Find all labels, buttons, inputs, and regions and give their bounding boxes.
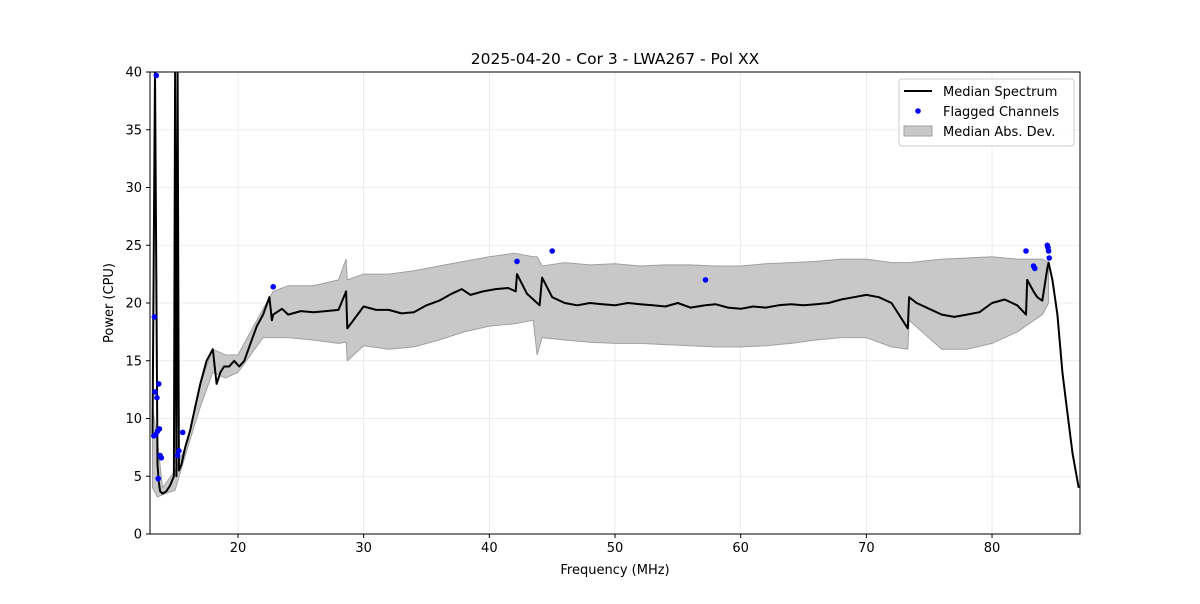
flagged-channel-point bbox=[1032, 265, 1038, 272]
flagged-channel-point bbox=[176, 448, 182, 454]
y-axis-label: Power (CPU) bbox=[102, 263, 117, 343]
x-tick-label: 60 bbox=[732, 541, 749, 556]
y-tick-label: 10 bbox=[125, 412, 142, 427]
flagged-channel-point bbox=[270, 284, 277, 290]
flagged-channel-point bbox=[1023, 248, 1029, 254]
flagged-channel-point bbox=[1045, 248, 1052, 254]
legend-marker-swatch bbox=[915, 108, 921, 114]
y-tick-label: 0 bbox=[134, 528, 142, 543]
flagged-channel-point bbox=[151, 314, 158, 320]
legend-label-mad: Median Abs. Dev. bbox=[943, 125, 1055, 140]
flagged-channel-point bbox=[152, 389, 158, 395]
flagged-channel-point bbox=[153, 72, 160, 79]
flagged-channel-point bbox=[514, 258, 520, 265]
x-tick-label: 20 bbox=[230, 541, 247, 556]
flagged-channel-point bbox=[158, 455, 165, 461]
y-tick-label: 15 bbox=[125, 354, 142, 369]
flagged-channel-point bbox=[155, 475, 161, 482]
axes: 20 30 40 50 60 70 80 0 5 10 15 20 25 30 35 40 bbox=[125, 66, 1000, 557]
y-tick-label: 30 bbox=[125, 181, 142, 196]
flagged-channel-point bbox=[179, 429, 186, 436]
flagged-channel-point bbox=[549, 248, 555, 254]
x-tick-label: 80 bbox=[984, 541, 1001, 556]
legend-patch-swatch bbox=[903, 125, 933, 137]
legend: Median Spectrum Flagged Channels Median … bbox=[898, 78, 1075, 147]
y-tick-label: 25 bbox=[125, 239, 142, 254]
x-tick-label: 30 bbox=[355, 541, 372, 556]
plot-area bbox=[151, 72, 1080, 498]
x-tick-label: 40 bbox=[481, 541, 498, 556]
y-tick-label: 40 bbox=[125, 66, 142, 81]
flagged-channel-point bbox=[156, 381, 162, 387]
flagged-channel-point bbox=[1046, 255, 1052, 261]
y-tick-label: 5 bbox=[134, 470, 142, 485]
chart-title: 2025-04-20 - Cor 3 - LWA267 - Pol XX bbox=[471, 50, 760, 68]
flagged-channel-point bbox=[154, 394, 160, 401]
x-axis-label: Frequency (MHz) bbox=[560, 563, 669, 578]
flagged-channel-point bbox=[174, 452, 181, 459]
flagged-channel-point bbox=[702, 277, 709, 283]
legend-label-flagged: Flagged Channels bbox=[943, 105, 1059, 120]
x-tick-label: 70 bbox=[858, 541, 875, 556]
legend-label-median: Median Spectrum bbox=[943, 85, 1057, 100]
y-tick-label: 20 bbox=[125, 297, 142, 312]
mad-band bbox=[152, 252, 1050, 498]
flagged-channel-point bbox=[156, 426, 163, 432]
y-tick-label: 35 bbox=[125, 123, 142, 138]
x-tick-label: 50 bbox=[607, 541, 624, 556]
legend-box bbox=[898, 78, 1075, 147]
median-spectrum-line bbox=[151, 72, 1080, 495]
